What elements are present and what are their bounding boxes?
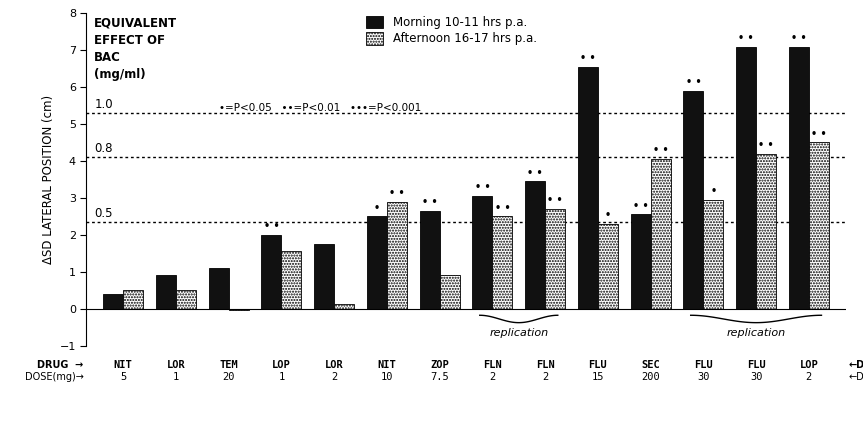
Text: 1: 1 <box>278 372 285 382</box>
Bar <box>281 252 301 309</box>
Text: • •: • • <box>580 53 595 63</box>
Bar <box>809 143 828 309</box>
Text: FLU: FLU <box>589 360 608 369</box>
Bar <box>578 67 598 309</box>
Text: NIT: NIT <box>114 360 133 369</box>
Text: • •: • • <box>811 129 827 139</box>
Text: 15: 15 <box>592 372 604 382</box>
Text: • •: • • <box>494 202 510 213</box>
Text: FLU: FLU <box>694 360 713 369</box>
Text: 20: 20 <box>223 372 235 382</box>
Text: LOP: LOP <box>799 360 818 369</box>
Text: • •: • • <box>475 183 490 192</box>
Bar <box>756 154 776 309</box>
Text: • •: • • <box>738 33 754 43</box>
Text: • •: • • <box>791 33 807 43</box>
Text: NIT: NIT <box>377 360 396 369</box>
Bar <box>334 304 354 309</box>
Bar <box>631 214 651 309</box>
Text: 7.5: 7.5 <box>431 372 449 382</box>
Text: • •: • • <box>759 140 774 150</box>
Text: • •: • • <box>422 197 438 207</box>
Legend: Morning 10-11 hrs p.a., Afternoon 16-17 hrs p.a.: Morning 10-11 hrs p.a., Afternoon 16-17 … <box>366 16 537 46</box>
Text: FLU: FLU <box>746 360 765 369</box>
Text: • •: • • <box>652 145 669 155</box>
Text: DRUG  →: DRUG → <box>37 360 84 369</box>
Bar <box>439 276 460 309</box>
Bar <box>156 276 176 309</box>
Text: • •: • • <box>389 188 405 198</box>
Bar <box>493 216 513 309</box>
Bar <box>367 216 387 309</box>
Text: 5: 5 <box>120 372 126 382</box>
Bar <box>209 268 229 309</box>
Text: • •: • • <box>547 195 563 205</box>
Text: DOSE(mg)→: DOSE(mg)→ <box>25 372 84 382</box>
Bar <box>229 309 249 311</box>
Text: SEC: SEC <box>641 360 660 369</box>
Bar <box>598 224 618 309</box>
Text: TEM: TEM <box>219 360 238 369</box>
Text: 1: 1 <box>173 372 180 382</box>
Text: 1.0: 1.0 <box>94 98 113 111</box>
Bar <box>651 159 671 309</box>
Bar <box>525 181 545 309</box>
Text: • •: • • <box>263 221 280 231</box>
Text: 2: 2 <box>489 372 495 382</box>
Text: •: • <box>374 202 380 213</box>
Text: 30: 30 <box>750 372 762 382</box>
Text: FLN: FLN <box>536 360 555 369</box>
Text: ←DRUG: ←DRUG <box>848 360 863 369</box>
Text: ←DOSE(mg): ←DOSE(mg) <box>848 372 863 382</box>
Bar <box>419 211 439 309</box>
Bar <box>789 47 809 309</box>
Text: 0.5: 0.5 <box>94 207 113 220</box>
Text: replication: replication <box>727 328 785 338</box>
Text: •: • <box>710 186 716 196</box>
Bar <box>314 244 334 309</box>
Text: LOR: LOR <box>324 360 343 369</box>
Text: • •: • • <box>527 167 543 178</box>
Text: 2: 2 <box>542 372 548 382</box>
Text: •=P<0.05   ••=P<0.01   •••=P<0.001: •=P<0.05 ••=P<0.01 •••=P<0.001 <box>219 103 421 113</box>
Text: 10: 10 <box>381 372 394 382</box>
Text: • •: • • <box>685 77 701 87</box>
Bar <box>387 202 407 309</box>
Bar <box>123 290 143 309</box>
Text: • •: • • <box>633 201 648 211</box>
Text: 30: 30 <box>697 372 709 382</box>
Text: EQUIVALENT
EFFECT OF
BAC
(mg/ml): EQUIVALENT EFFECT OF BAC (mg/ml) <box>94 17 177 81</box>
Text: 200: 200 <box>641 372 660 382</box>
Bar <box>545 209 565 309</box>
Text: LOR: LOR <box>167 360 186 369</box>
Text: •: • <box>605 210 611 220</box>
Y-axis label: ΔSD LATERAL POSITION (cm): ΔSD LATERAL POSITION (cm) <box>42 95 55 264</box>
Text: 2: 2 <box>331 372 337 382</box>
Text: LOP: LOP <box>272 360 291 369</box>
Text: FLN: FLN <box>483 360 501 369</box>
Bar <box>736 47 756 309</box>
Text: ZOP: ZOP <box>431 360 449 369</box>
Bar <box>683 91 703 309</box>
Bar <box>261 235 281 309</box>
Text: 2: 2 <box>806 372 812 382</box>
Text: 0.8: 0.8 <box>94 142 113 155</box>
Text: replication: replication <box>489 328 548 338</box>
Bar <box>104 294 123 309</box>
Bar <box>472 196 493 309</box>
Bar <box>703 200 723 309</box>
Bar <box>176 290 196 309</box>
